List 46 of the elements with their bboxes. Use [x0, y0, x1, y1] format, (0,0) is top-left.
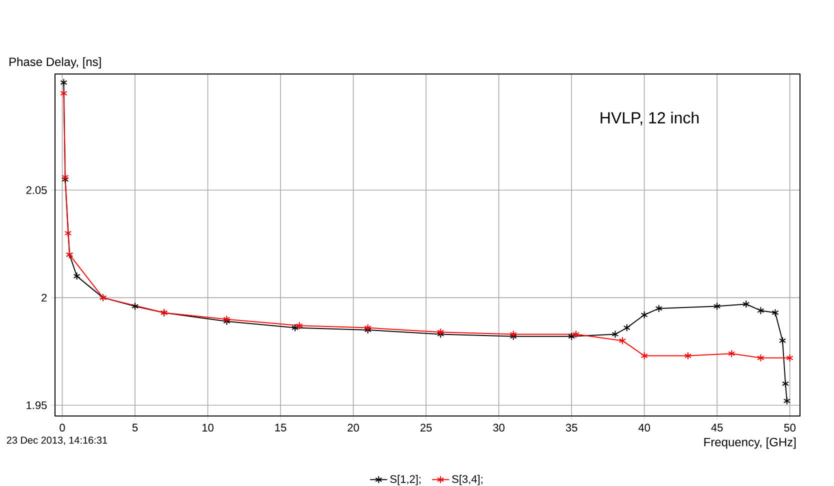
point	[612, 330, 619, 338]
point	[684, 352, 692, 360]
y-axis-title: Phase Delay, [ns]	[10, 57, 101, 68]
y-tick-label: 1.95	[26, 401, 47, 410]
point	[714, 302, 721, 310]
x-tick-label: 50	[784, 424, 796, 432]
point	[782, 380, 789, 388]
point	[728, 350, 736, 358]
point	[73, 272, 80, 280]
point	[618, 336, 626, 345]
x-tick-label: 20	[348, 424, 359, 432]
y-tick-label: 2.05	[26, 186, 47, 194]
legend-label: S[1,2];	[390, 474, 421, 486]
point	[783, 396, 790, 405]
y-tick-label: 2	[42, 294, 47, 302]
point	[132, 302, 139, 310]
x-tick-label: 0	[60, 424, 65, 432]
point	[296, 322, 303, 330]
x-tick-label: 25	[420, 424, 432, 432]
point	[64, 229, 72, 238]
x-tick-label: 45	[711, 424, 723, 432]
point	[292, 324, 299, 332]
x-tick-label: 40	[638, 424, 650, 432]
x-tick-label: 30	[493, 424, 504, 432]
point	[757, 354, 764, 362]
x-axis-title: Frequency, [GHz]	[704, 438, 796, 449]
x-tick-label: 35	[566, 424, 578, 432]
point	[60, 89, 68, 98]
x-tick-label: 5	[132, 424, 138, 432]
point	[757, 306, 764, 315]
x-tick-label: 10	[202, 424, 214, 432]
point	[786, 354, 794, 362]
point	[623, 324, 630, 332]
point	[640, 352, 648, 360]
point	[742, 300, 750, 308]
text: 23 Dec 2013, 14:16:31	[6, 436, 108, 445]
x-tick-label: 15	[275, 424, 286, 432]
point	[572, 330, 580, 338]
point	[568, 332, 576, 340]
point	[779, 336, 786, 345]
point	[640, 310, 648, 319]
point	[772, 308, 779, 317]
legend-label: S[3,4];	[452, 474, 482, 486]
point	[655, 304, 662, 312]
point	[60, 78, 68, 87]
annotation: HVLP, 12 inch	[600, 112, 699, 126]
